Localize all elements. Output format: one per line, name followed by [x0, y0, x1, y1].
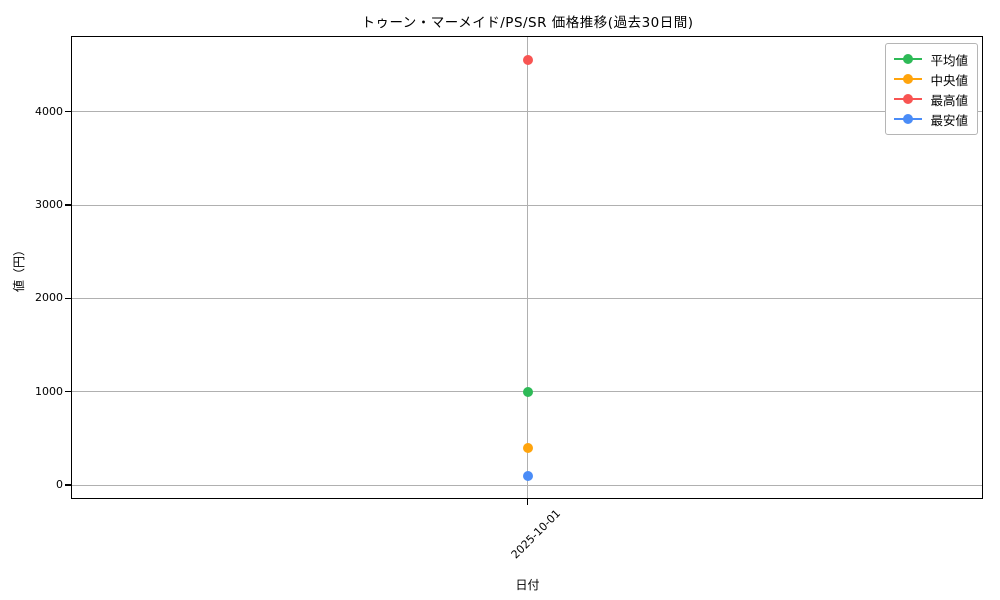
legend-item: 中央値 [894, 69, 968, 89]
y-tick-mark [65, 110, 71, 113]
data-point-中央値 [522, 442, 533, 453]
y-tick-mark [65, 297, 71, 300]
legend-item: 平均値 [894, 49, 968, 69]
legend-item: 最高値 [894, 89, 968, 109]
legend-label: 中央値 [930, 72, 968, 88]
legend-item: 最安値 [894, 109, 968, 129]
legend-label: 最安値 [930, 112, 968, 128]
y-axis-label: 値（円） [12, 244, 26, 293]
y-tick-label: 4000 [35, 104, 63, 118]
legend-marker-icon [894, 114, 923, 124]
data-point-最安値 [522, 470, 533, 481]
legend-label: 最高値 [930, 92, 968, 108]
y-tick-mark [65, 390, 71, 393]
legend-dot [903, 54, 914, 64]
x-axis-label: 日付 [515, 578, 540, 592]
legend-label: 平均値 [930, 52, 968, 68]
y-tick-mark [65, 204, 71, 206]
x-tick-mark [526, 499, 529, 505]
legend-dot [903, 114, 914, 124]
legend-marker-icon [894, 94, 923, 104]
y-tick-label: 0 [56, 478, 63, 491]
legend-dot [903, 94, 914, 104]
legend-marker-icon [894, 74, 923, 84]
y-tick-label: 2000 [35, 291, 63, 305]
legend: 平均値中央値最高値最安値 [885, 43, 978, 135]
chart-title: トゥーン・マーメイド/PS/SR 価格推移(過去30日間) [361, 15, 694, 31]
gridline-vertical [527, 37, 528, 499]
y-tick-label: 1000 [35, 384, 63, 398]
y-tick-mark [65, 484, 71, 486]
data-point-平均値 [522, 386, 533, 397]
y-tick-label: 3000 [35, 198, 63, 211]
legend-marker-icon [894, 54, 923, 64]
data-point-最高値 [522, 55, 533, 66]
x-tick-label: 2025-10-01 [508, 507, 563, 562]
legend-dot [903, 74, 914, 84]
